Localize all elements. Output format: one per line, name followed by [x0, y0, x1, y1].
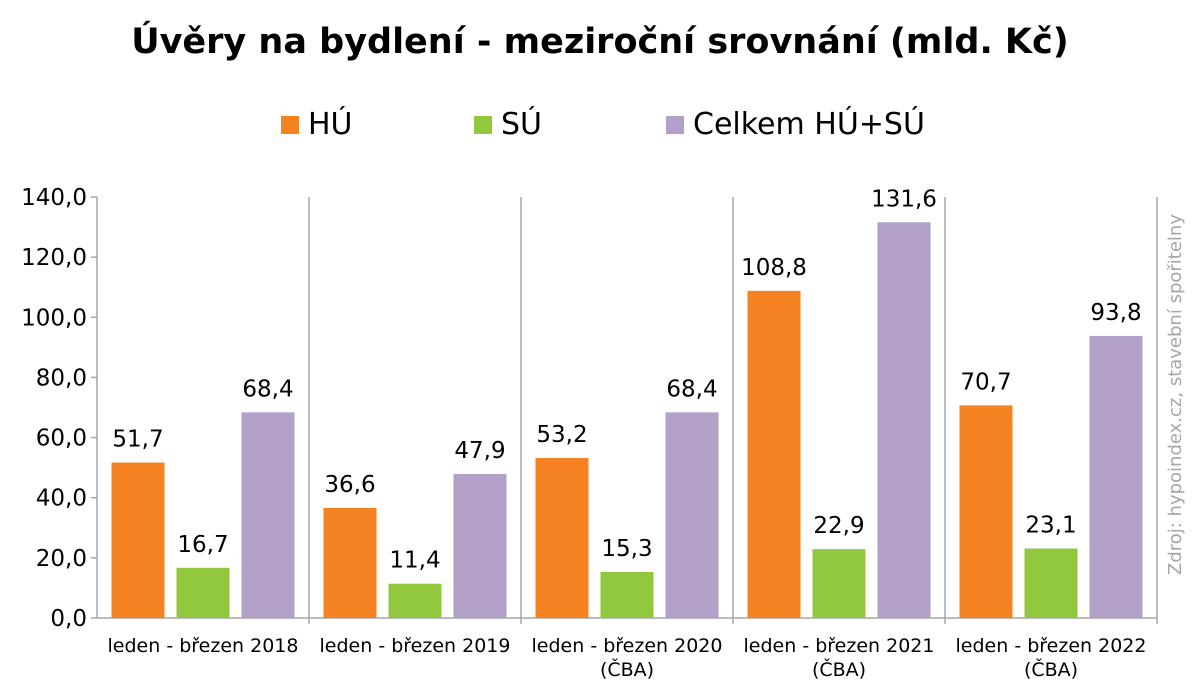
bar — [111, 462, 165, 618]
data-label: 70,7 — [960, 369, 1011, 395]
bar — [453, 473, 507, 618]
legend-swatch-total — [666, 115, 684, 134]
bar — [747, 290, 801, 618]
bar — [665, 412, 719, 618]
y-tick-label: 0,0 — [50, 606, 87, 632]
data-label: 68,4 — [242, 376, 293, 402]
legend-item-total: Celkem HÚ+SÚ — [666, 107, 925, 142]
x-category-label: leden - březen 2019 — [320, 635, 511, 657]
data-label: 53,2 — [536, 422, 587, 448]
bar — [388, 583, 442, 618]
data-label: 93,8 — [1090, 300, 1141, 326]
bar — [812, 549, 866, 618]
y-tick-label: 20,0 — [36, 546, 87, 572]
bar — [959, 405, 1013, 618]
x-category-label: (ČBA) — [812, 657, 866, 681]
y-tick-label: 100,0 — [21, 305, 87, 331]
legend-label-hu: HÚ — [308, 107, 353, 142]
bar — [535, 458, 589, 618]
bar — [323, 507, 377, 618]
source-text: Zdroj: hypoindex.cz, stavební spořitelny — [1165, 214, 1186, 575]
data-label: 23,1 — [1025, 513, 1076, 539]
data-label: 131,6 — [871, 186, 937, 212]
y-tick-label: 60,0 — [36, 426, 87, 452]
bar — [241, 412, 295, 618]
legend-swatch-hu — [281, 115, 299, 134]
x-category-label: leden - březen 2021 — [744, 635, 935, 657]
bar — [600, 571, 654, 618]
data-label: 11,4 — [389, 548, 440, 574]
data-label: 47,9 — [454, 438, 505, 464]
x-category-label: leden - březen 2020 — [532, 635, 723, 657]
legend-swatch-su — [474, 115, 492, 134]
legend-item-su: SÚ — [474, 107, 542, 142]
bar — [1089, 335, 1143, 618]
bar — [176, 567, 230, 618]
legend-label-total: Celkem HÚ+SÚ — [693, 107, 925, 142]
bar — [1024, 548, 1078, 618]
legend: HÚ SÚ Celkem HÚ+SÚ — [0, 107, 1200, 147]
chart-title: Úvěry na bydlení - meziroční srovnání (m… — [131, 22, 1069, 62]
y-tick-label: 40,0 — [36, 486, 87, 512]
data-label: 36,6 — [324, 472, 375, 498]
x-category-label: leden - březen 2022 — [956, 635, 1147, 657]
legend-item-hu: HÚ — [281, 107, 353, 142]
bar — [877, 222, 931, 618]
data-label: 68,4 — [666, 376, 717, 402]
x-category-label: leden - březen 2018 — [108, 635, 299, 657]
data-label: 15,3 — [601, 536, 652, 562]
y-tick-label: 120,0 — [21, 245, 87, 271]
data-label: 16,7 — [177, 532, 228, 558]
data-label: 51,7 — [112, 427, 163, 453]
x-category-label: (ČBA) — [600, 657, 654, 681]
y-tick-label: 80,0 — [36, 365, 87, 391]
data-label: 108,8 — [741, 255, 807, 281]
data-label: 22,9 — [813, 513, 864, 539]
y-tick-label: 140,0 — [21, 185, 87, 211]
legend-label-su: SÚ — [501, 107, 543, 142]
x-category-label: (ČBA) — [1024, 657, 1078, 681]
